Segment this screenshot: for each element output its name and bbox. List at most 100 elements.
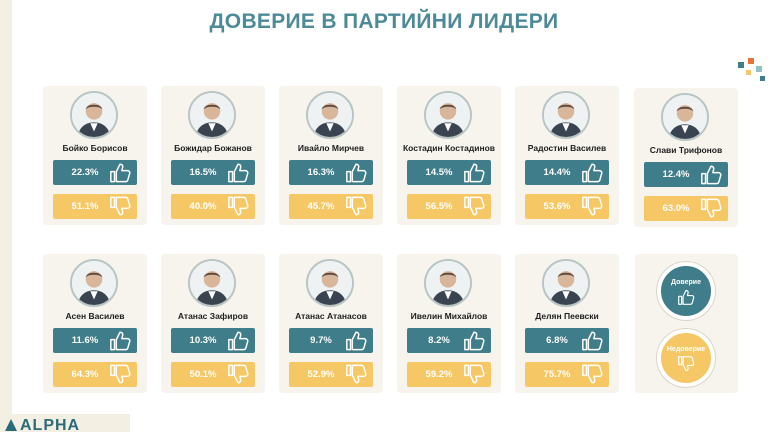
- thumbs-down-icon: [110, 364, 131, 384]
- leader-card: Бойко Борисов 22.3% 51.1%: [43, 86, 147, 225]
- thumbs-up-icon: [228, 331, 249, 351]
- thumbs-up-icon: [346, 331, 367, 351]
- trust-value: 10.3%: [189, 335, 217, 346]
- person-portrait-icon: [306, 259, 354, 307]
- distrust-bar: 45.7%: [289, 194, 373, 219]
- distrust-bar: 51.1%: [53, 194, 137, 219]
- trust-value: 22.3%: [71, 167, 99, 178]
- thumbs-down-icon: [701, 198, 722, 218]
- leader-card: Радостин Василев 14.4% 53.6%: [515, 86, 619, 225]
- trust-value: 16.5%: [189, 167, 217, 178]
- trust-value: 12.4%: [662, 169, 690, 180]
- leader-name: Ивайло Мирчев: [297, 143, 365, 153]
- decorative-squares: [738, 56, 768, 86]
- distrust-bar: 52.9%: [289, 362, 373, 387]
- distrust-bar: 40.0%: [171, 194, 255, 219]
- person-portrait-icon: [424, 259, 472, 307]
- distrust-value: 63.0%: [662, 203, 690, 214]
- person-portrait-icon: [542, 91, 590, 139]
- trust-value: 9.7%: [310, 335, 332, 346]
- thumbs-down-icon: [228, 196, 249, 216]
- distrust-bar: 50.1%: [171, 362, 255, 387]
- leader-name: Асен Василев: [65, 311, 125, 321]
- person-portrait-icon: [661, 93, 709, 141]
- person-portrait-icon: [70, 91, 118, 139]
- leader-card: Атанас Атанасов 9.7% 52.9%: [279, 254, 383, 393]
- distrust-value: 53.6%: [543, 201, 571, 212]
- thumbs-down-icon: [346, 364, 367, 384]
- leader-name: Божидар Божанов: [174, 143, 252, 153]
- trust-bar: 16.3%: [289, 160, 373, 185]
- thumbs-up-icon: [464, 163, 485, 183]
- trust-bar: 14.4%: [525, 160, 609, 185]
- trust-bar: 22.3%: [53, 160, 137, 185]
- leader-name: Делян Пеевски: [535, 311, 599, 321]
- distrust-bar: 56.5%: [407, 194, 491, 219]
- person-portrait-icon: [188, 259, 236, 307]
- thumbs-down-icon: [678, 356, 695, 372]
- thumbs-up-icon: [582, 163, 603, 183]
- distrust-value: 40.0%: [189, 201, 217, 212]
- leader-name: Атанас Атанасов: [295, 311, 367, 321]
- leader-name: Костадин Костадинов: [402, 143, 496, 153]
- trust-value: 14.4%: [543, 167, 571, 178]
- trust-value: 14.5%: [425, 167, 453, 178]
- leader-card: Божидар Божанов 16.5% 40.0%: [161, 86, 265, 225]
- legend-distrust-label: Недоверие: [666, 346, 706, 353]
- leader-name: Слави Трифонов: [649, 145, 723, 155]
- legend: Доверие Недоверие: [635, 254, 738, 393]
- distrust-bar: 64.3%: [53, 362, 137, 387]
- leader-card: Ивайло Мирчев 16.3% 45.7%: [279, 86, 383, 225]
- legend-distrust: Недоверие: [657, 329, 715, 387]
- page-title: ДОВЕРИЕ В ПАРТИЙНИ ЛИДЕРИ: [209, 10, 559, 33]
- thumbs-down-icon: [464, 196, 485, 216]
- leader-card: Асен Василев 11.6% 64.3%: [43, 254, 147, 393]
- legend-trust: Доверие: [657, 262, 715, 320]
- logo-text: ALPHA: [20, 417, 81, 432]
- distrust-bar: 63.0%: [644, 196, 728, 221]
- leader-card: Делян Пеевски 6.8% 75.7%: [515, 254, 619, 393]
- distrust-value: 64.3%: [71, 369, 99, 380]
- trust-value: 8.2%: [428, 335, 450, 346]
- thumbs-up-icon: [110, 331, 131, 351]
- thumbs-down-icon: [464, 364, 485, 384]
- trust-value: 6.8%: [546, 335, 568, 346]
- person-portrait-icon: [70, 259, 118, 307]
- legend-trust-label: Доверие: [671, 279, 701, 286]
- trust-bar: 11.6%: [53, 328, 137, 353]
- distrust-bar: 53.6%: [525, 194, 609, 219]
- left-decor-strip: [0, 0, 12, 432]
- thumbs-down-icon: [346, 196, 367, 216]
- person-portrait-icon: [306, 91, 354, 139]
- distrust-value: 52.9%: [307, 369, 335, 380]
- distrust-value: 75.7%: [543, 369, 571, 380]
- person-portrait-icon: [424, 91, 472, 139]
- thumbs-down-icon: [110, 196, 131, 216]
- leader-card: Слави Трифонов 12.4% 63.0%: [634, 88, 738, 227]
- leader-name: Бойко Борисов: [62, 143, 128, 153]
- trust-value: 11.6%: [71, 335, 99, 346]
- trust-bar: 10.3%: [171, 328, 255, 353]
- trust-bar: 9.7%: [289, 328, 373, 353]
- leader-card: Атанас Зафиров 10.3% 50.1%: [161, 254, 265, 393]
- trust-bar: 6.8%: [525, 328, 609, 353]
- thumbs-up-icon: [464, 331, 485, 351]
- leader-card: Ивелин Михайлов 8.2% 59.2%: [397, 254, 501, 393]
- person-portrait-icon: [542, 259, 590, 307]
- distrust-bar: 75.7%: [525, 362, 609, 387]
- thumbs-up-icon: [346, 163, 367, 183]
- thumbs-up-icon: [582, 331, 603, 351]
- thumbs-up-icon: [678, 289, 695, 305]
- trust-value: 16.3%: [307, 167, 335, 178]
- thumbs-down-icon: [582, 196, 603, 216]
- trust-bar: 14.5%: [407, 160, 491, 185]
- leader-name: Ивелин Михайлов: [410, 311, 488, 321]
- distrust-value: 45.7%: [307, 201, 335, 212]
- brand-logo: ALPHA: [0, 414, 130, 432]
- thumbs-up-icon: [110, 163, 131, 183]
- thumbs-up-icon: [701, 165, 722, 185]
- trust-bar: 16.5%: [171, 160, 255, 185]
- distrust-value: 50.1%: [189, 369, 217, 380]
- trust-bar: 12.4%: [644, 162, 728, 187]
